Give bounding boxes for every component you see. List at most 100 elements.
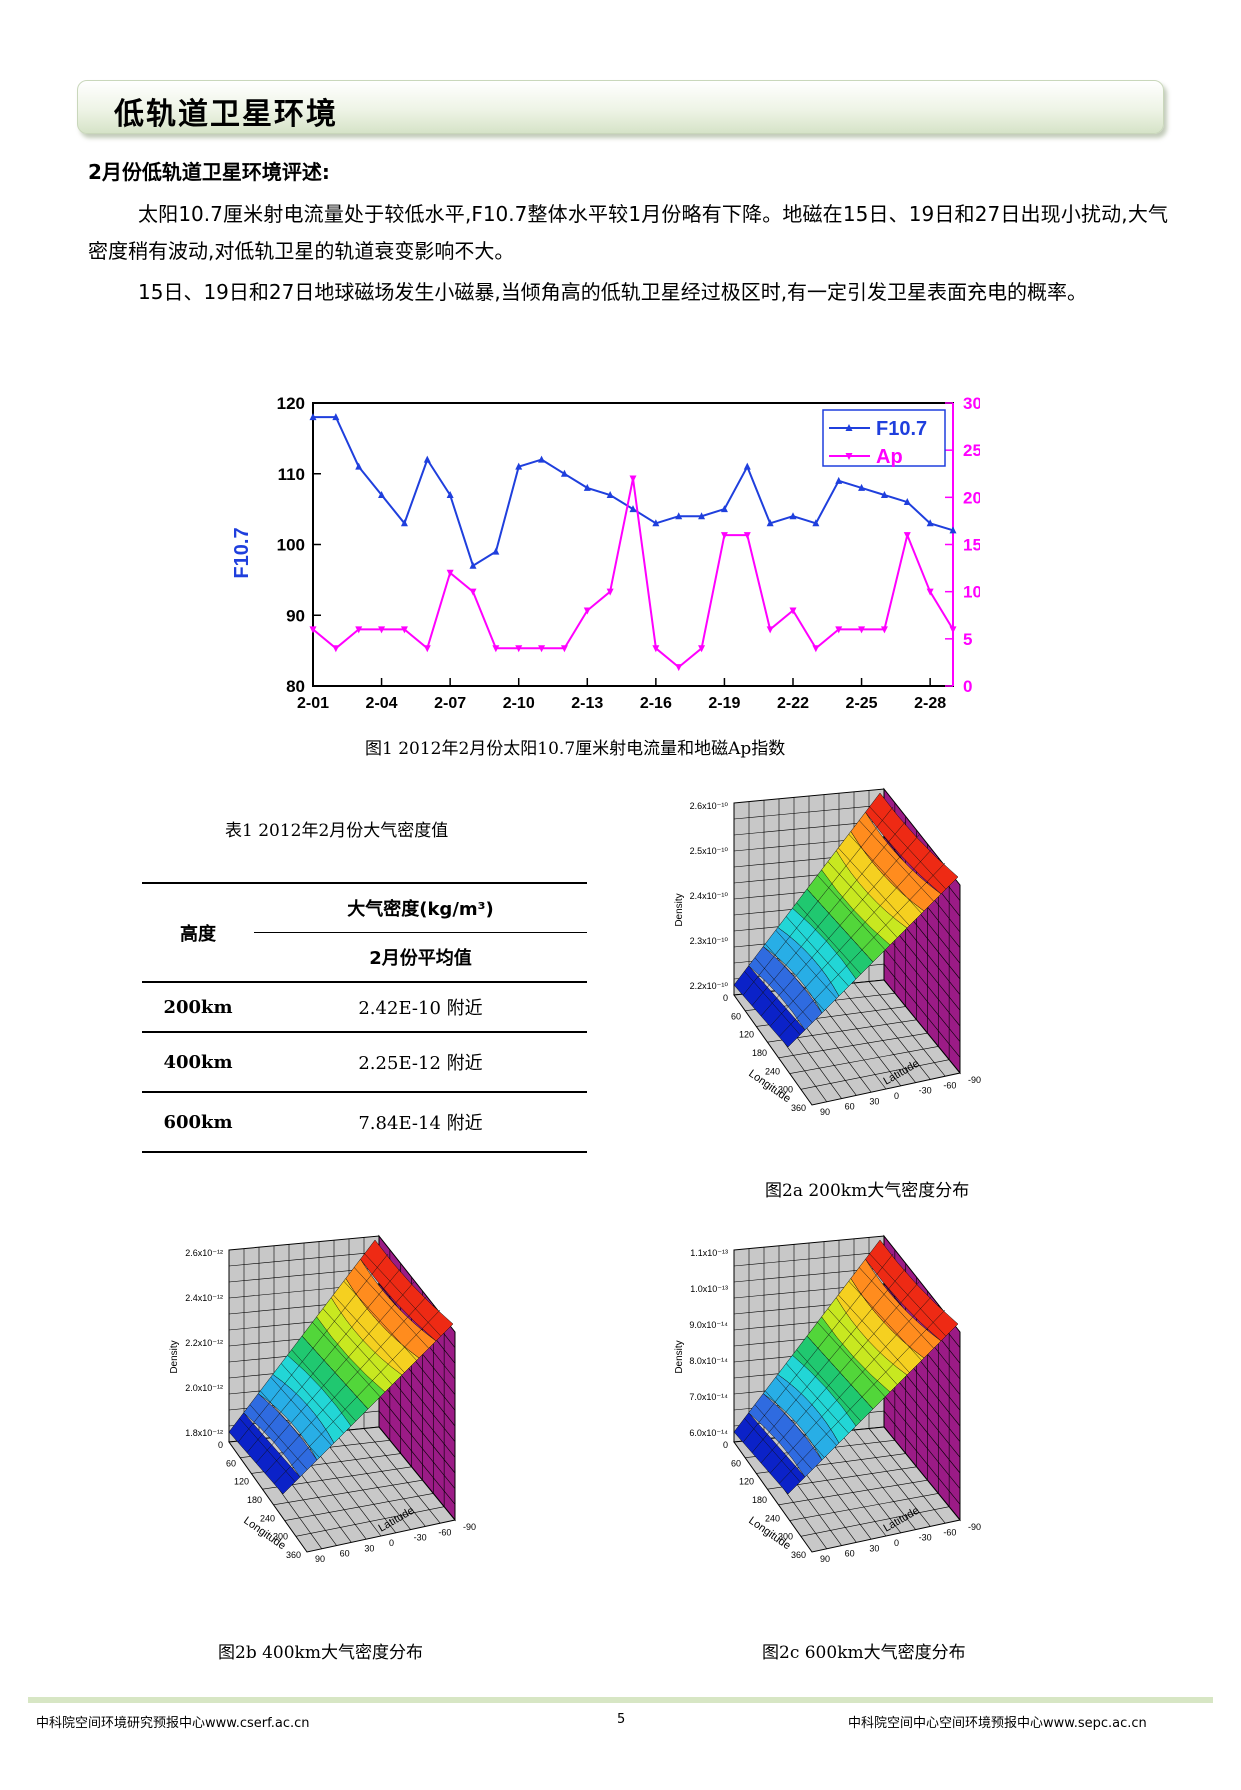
data-point [560,645,568,653]
grid-line [378,1394,456,1489]
table-header-average: 2月份平均值 [254,932,587,983]
lon-tick-label: 240 [260,1513,275,1523]
grid-line [838,1431,916,1530]
data-point [629,475,637,483]
grid-line [883,947,961,1042]
grid-line [883,1379,961,1474]
data-point [515,462,523,470]
y-right-tick-label: 10 [963,583,980,602]
lon-tick-label: 120 [234,1477,249,1487]
data-point [446,490,454,498]
y-left-tick-label: 80 [286,677,305,696]
table-cell-value: 2.25E-12 附近 [254,1032,587,1093]
lat-tick-label: -60 [438,1527,451,1537]
legend-label: Ap [876,446,903,468]
footer-left-link[interactable]: 中科院空间环境研究预报中心www.cserf.ac.cn [36,1716,310,1731]
mesh-line [237,1253,389,1443]
figure2b-caption: 图2b 400km大气密度分布 [218,1643,423,1663]
grid-line [853,1429,931,1527]
table-row: 600km 7.84E-14 附近 [142,1092,587,1153]
data-point [858,483,866,491]
data-point [606,588,614,596]
page-number: 5 [617,1712,626,1727]
footer-right-link[interactable]: 中科院空间中心空间环境预报中心www.sepc.ac.cn [848,1716,1147,1731]
table-row: 400km 2.25E-12 附近 [142,1032,587,1093]
x-tick-label: 2-25 [846,695,878,712]
grid-line [823,1432,902,1533]
data-point [538,455,546,463]
legend-label: F10.7 [876,418,927,440]
lat-tick-label: 90 [315,1554,325,1564]
y-right-tick-label: 5 [963,630,972,649]
data-point [926,588,934,596]
mesh-line [778,862,946,1037]
data-point [355,462,363,470]
grid-line [789,1046,939,1074]
paragraph-1: 太阳10.7厘米射电流量处于较低水平,F10.7整体水平较1月份略有下降。地磁在… [88,202,1168,263]
lon-tick-label: 300 [778,1532,793,1542]
grid-line [883,932,961,1027]
grid-line [778,1032,928,1059]
figure1-caption: 图1 2012年2月份太阳10.7厘米射电流量和地磁Ap指数 [365,739,786,759]
lon-tick-label: 0 [723,1440,728,1450]
data-point [720,532,728,540]
lon-tick-label: 240 [765,1066,780,1076]
lat-tick-label: -30 [919,1086,932,1096]
mesh-line [273,1309,441,1484]
mesh-line [742,806,894,996]
grid-line [363,1428,441,1524]
z-tick-label: 2.6x10⁻¹² [185,1248,223,1258]
data-point [423,455,431,463]
data-point [332,645,340,653]
lat-tick-label: -90 [968,1522,981,1532]
z-tick-label: 2.2x10⁻¹⁰ [690,981,729,991]
lat-tick-label: -90 [968,1075,981,1085]
table-cell-value: 2.42E-10 附近 [254,982,587,1033]
data-point [903,498,911,506]
y-right-tick-label: 30 [963,394,980,413]
data-point [492,645,500,653]
data-point [698,512,706,520]
grid-line [838,984,916,1083]
figure2b-3d-plot: 1.8x10⁻¹² 2.0x10⁻¹² 2.2x10⁻¹² 2.4x10⁻¹² 2.6x… [169,1234,476,1564]
mesh-line [264,1295,428,1474]
grid-line [868,981,946,1077]
table-cell-height: 400km [142,1032,254,1093]
f107-ap-chart: 80 90 100 110 120 0 5 10 15 20 25 30 2-01 2-04 2-07 2-1… [231,394,980,712]
lon-tick-label: 60 [226,1458,236,1468]
data-point [903,532,911,540]
data-point [309,413,317,421]
lat-tick-label: 90 [820,1554,830,1564]
grid-line [778,1479,928,1506]
mesh-line [760,1281,920,1464]
banner-title: 低轨道卫星环境 [114,97,338,132]
density-table: 高度 大气密度(kg/m³) 2月份平均值 200km 2.42E-10 附近 … [142,882,587,1153]
lat-tick-label: 0 [389,1538,394,1548]
grid-line [883,963,961,1058]
grid-line [853,982,931,1080]
mesh-line [760,834,920,1017]
x-tick-label: 2-22 [777,695,809,712]
lon-tick-label: 120 [739,1030,754,1040]
y-left-tick-label: 120 [277,394,305,413]
data-point [835,476,843,484]
mesh-line [246,1267,402,1453]
lat-tick-label: 0 [894,1538,899,1548]
grid-line [733,1251,885,1267]
lon-tick-label: 360 [286,1550,301,1560]
lat-tick-label: 90 [820,1107,830,1117]
table-header-height: 高度 [142,882,254,983]
data-point [400,626,408,634]
mesh-line [751,1267,907,1453]
grid-line [868,1428,946,1524]
table-cell-value: 7.84E-14 附近 [254,1092,587,1153]
data-point [835,626,843,634]
z-tick-label: 2.2x10⁻¹² [185,1338,223,1348]
y-left-tick-label: 90 [286,606,305,625]
figure2a-3d-plot: 2.2x10⁻¹⁰ 2.3x10⁻¹⁰ 2.4x10⁻¹⁰ 2.5x10⁻¹⁰ 2.6x… [674,787,981,1117]
grid-line [228,1251,380,1267]
z-tick-label: 9.0x10⁻¹⁴ [689,1320,728,1330]
z-tick-label: 2.4x10⁻¹⁰ [690,891,729,901]
z-tick-label: 1.8x10⁻¹² [185,1428,223,1438]
z-tick-label: 2.6x10⁻¹⁰ [690,801,729,811]
